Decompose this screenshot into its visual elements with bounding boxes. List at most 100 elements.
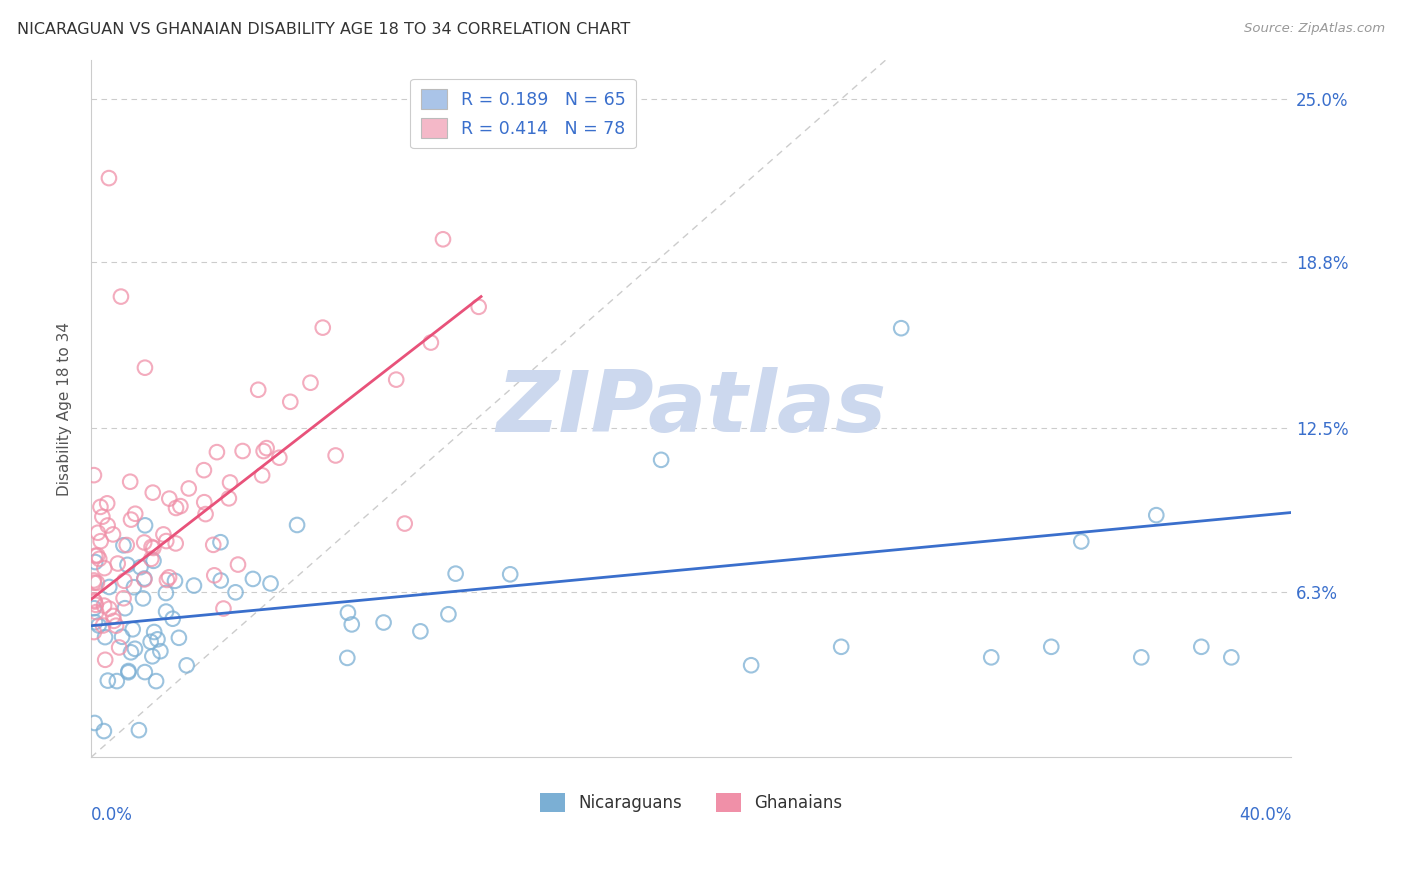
Point bbox=[134, 572, 156, 586]
Point bbox=[83, 468, 105, 483]
Point bbox=[83, 716, 105, 731]
Point bbox=[177, 482, 200, 496]
Point bbox=[980, 650, 1002, 665]
Point bbox=[105, 618, 128, 632]
Point bbox=[205, 445, 228, 459]
Point bbox=[90, 534, 112, 549]
Point bbox=[112, 591, 135, 606]
Point bbox=[87, 525, 110, 540]
Point bbox=[105, 674, 128, 689]
Point bbox=[122, 580, 145, 594]
Point bbox=[83, 593, 105, 607]
Point bbox=[176, 658, 198, 673]
Point bbox=[134, 573, 156, 587]
Point bbox=[97, 171, 120, 186]
Point bbox=[115, 538, 138, 552]
Point bbox=[250, 468, 273, 483]
Point bbox=[112, 538, 135, 552]
Point bbox=[247, 383, 270, 397]
Point bbox=[149, 644, 172, 658]
Point bbox=[432, 232, 454, 246]
Point bbox=[169, 499, 191, 513]
Point bbox=[114, 574, 136, 588]
Point bbox=[437, 607, 460, 622]
Point bbox=[84, 549, 107, 563]
Point bbox=[256, 441, 278, 455]
Point bbox=[84, 598, 107, 612]
Point bbox=[142, 541, 165, 555]
Point bbox=[830, 640, 852, 654]
Point bbox=[87, 618, 110, 632]
Point bbox=[1189, 640, 1212, 654]
Point bbox=[120, 475, 142, 489]
Point bbox=[128, 723, 150, 738]
Point bbox=[91, 509, 114, 524]
Text: 0.0%: 0.0% bbox=[91, 806, 132, 824]
Point bbox=[143, 625, 166, 640]
Point bbox=[83, 594, 105, 608]
Point bbox=[312, 320, 335, 334]
Point bbox=[499, 567, 522, 582]
Point bbox=[101, 527, 124, 541]
Point bbox=[226, 558, 249, 572]
Point bbox=[650, 453, 672, 467]
Point bbox=[325, 449, 347, 463]
Point bbox=[83, 601, 105, 615]
Point bbox=[419, 335, 441, 350]
Point bbox=[84, 555, 107, 569]
Point bbox=[163, 574, 186, 588]
Point bbox=[93, 724, 115, 739]
Point bbox=[124, 507, 146, 521]
Point bbox=[156, 573, 179, 587]
Point bbox=[141, 540, 163, 554]
Point bbox=[183, 578, 205, 592]
Legend: Nicaraguans, Ghanaians: Nicaraguans, Ghanaians bbox=[533, 786, 849, 819]
Point bbox=[83, 625, 105, 640]
Point bbox=[117, 665, 139, 680]
Text: ZIPatlas: ZIPatlas bbox=[496, 367, 886, 450]
Point bbox=[145, 674, 167, 689]
Text: NICARAGUAN VS GHANAIAN DISABILITY AGE 18 TO 34 CORRELATION CHART: NICARAGUAN VS GHANAIAN DISABILITY AGE 18… bbox=[17, 22, 630, 37]
Point bbox=[83, 574, 105, 588]
Point bbox=[89, 500, 111, 514]
Point bbox=[278, 394, 301, 409]
Point bbox=[146, 632, 169, 647]
Point bbox=[120, 513, 142, 527]
Point bbox=[242, 572, 264, 586]
Point bbox=[103, 609, 125, 624]
Point bbox=[91, 618, 114, 632]
Point bbox=[142, 554, 165, 568]
Point bbox=[385, 373, 408, 387]
Point bbox=[269, 450, 291, 465]
Point bbox=[94, 653, 117, 667]
Point bbox=[93, 561, 115, 575]
Point bbox=[209, 535, 232, 549]
Point bbox=[202, 538, 225, 552]
Point bbox=[129, 560, 152, 574]
Point bbox=[467, 300, 489, 314]
Point bbox=[107, 557, 129, 571]
Point bbox=[259, 576, 281, 591]
Point bbox=[1220, 650, 1243, 665]
Text: Source: ZipAtlas.com: Source: ZipAtlas.com bbox=[1244, 22, 1385, 36]
Point bbox=[132, 591, 155, 606]
Point bbox=[86, 575, 108, 590]
Point bbox=[1040, 640, 1063, 654]
Point bbox=[120, 645, 142, 659]
Point bbox=[141, 552, 163, 566]
Point bbox=[409, 624, 432, 639]
Point bbox=[111, 630, 134, 644]
Point bbox=[117, 664, 139, 678]
Point bbox=[152, 527, 174, 541]
Point bbox=[336, 651, 359, 665]
Point bbox=[124, 641, 146, 656]
Point bbox=[97, 673, 120, 688]
Point bbox=[299, 376, 322, 390]
Point bbox=[121, 622, 143, 636]
Point bbox=[134, 518, 156, 533]
Point bbox=[162, 612, 184, 626]
Point bbox=[103, 614, 125, 628]
Point bbox=[98, 601, 121, 615]
Point bbox=[108, 640, 131, 655]
Point bbox=[253, 444, 276, 458]
